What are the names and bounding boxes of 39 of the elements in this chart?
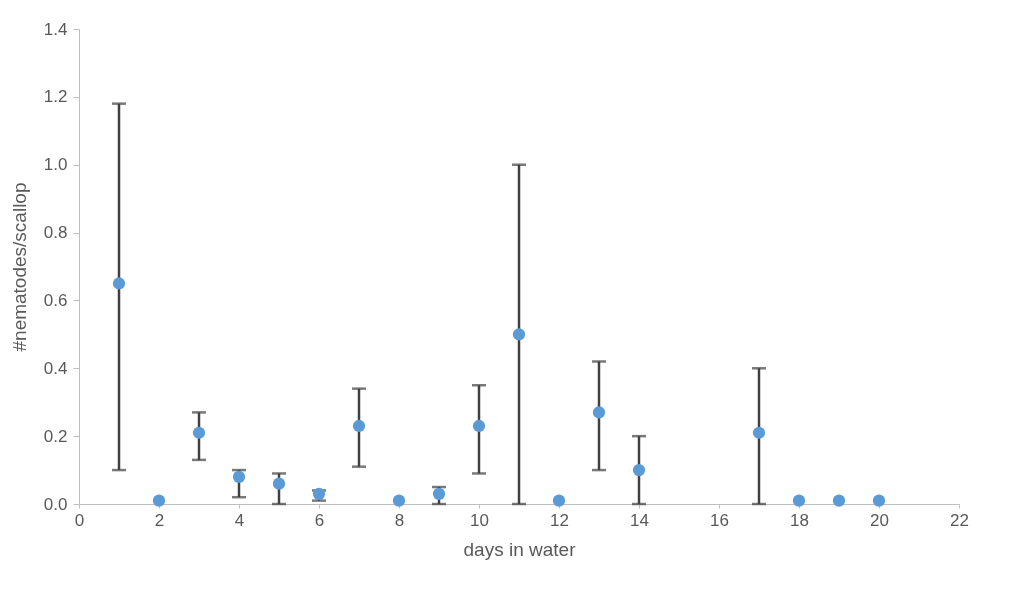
point [272,477,286,490]
x-tick-label: 16 [710,510,729,530]
point [792,494,806,507]
x-tick-label: 2 [154,510,165,530]
y-tick-label: 1.0 [43,155,68,175]
y-tick-label: 0.6 [43,290,68,310]
point [232,470,246,483]
x-tick-label: 4 [234,510,245,530]
point [592,406,606,419]
y-tick-label: 0.0 [43,494,68,514]
point [192,426,206,439]
point [832,494,846,507]
x-tick-label: 8 [394,510,405,530]
point [392,494,406,507]
point [112,277,126,290]
point [152,494,166,507]
x-tick-label: 20 [870,510,889,530]
point [872,494,886,507]
x-tick-label: 0 [74,510,85,530]
x-tick-label: 10 [470,510,489,530]
point [512,328,526,341]
x-tick-label: 14 [630,510,649,530]
y-tick-label: 0.8 [43,223,68,243]
y-tick-label: 0.4 [43,358,68,378]
y-tick-label: 1.4 [43,19,68,39]
x-tick-label: 22 [950,510,969,530]
x-tick-label: 6 [314,510,325,530]
point [552,494,566,507]
point [432,487,446,500]
point [632,463,646,477]
x-tick-label: 12 [550,510,569,530]
x-tick-label: 18 [790,510,809,530]
x-axis-title: days in water [463,538,577,560]
point [472,419,486,433]
point [352,419,366,433]
y-tick-label: 0.2 [43,426,68,446]
y-axis-title: #nematodes/scallop [8,182,30,352]
point [752,426,766,439]
y-tick-label: 1.2 [43,87,68,107]
